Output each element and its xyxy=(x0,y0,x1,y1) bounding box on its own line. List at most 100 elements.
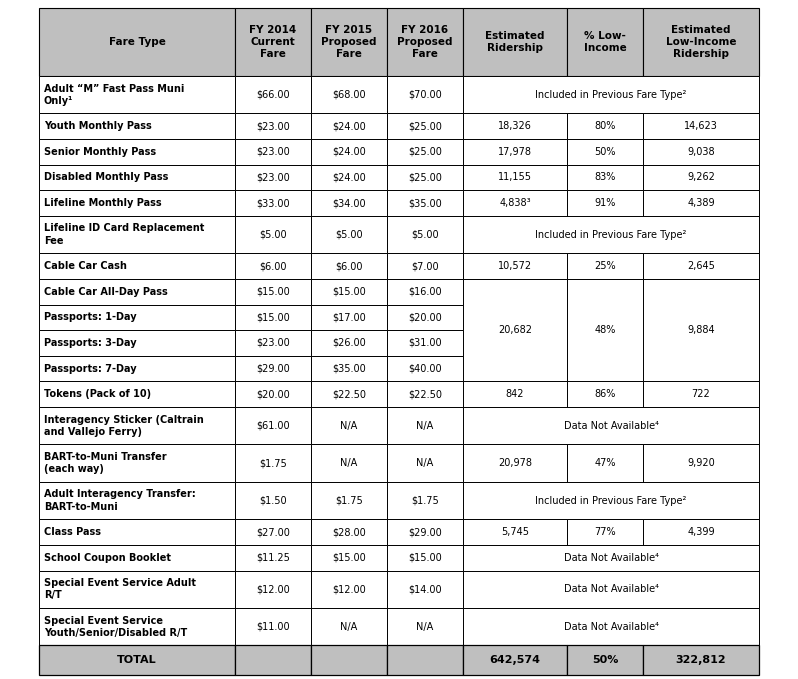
Bar xyxy=(235,113,311,139)
Text: $31.00: $31.00 xyxy=(409,338,442,348)
Bar xyxy=(235,305,311,330)
Bar xyxy=(567,646,643,675)
Bar xyxy=(39,545,235,570)
Text: Data Not Available⁴: Data Not Available⁴ xyxy=(563,421,658,430)
Bar xyxy=(387,165,463,190)
Text: $29.00: $29.00 xyxy=(256,363,290,373)
Bar xyxy=(643,279,759,382)
Bar xyxy=(643,519,759,545)
Text: $22.50: $22.50 xyxy=(408,389,442,399)
Text: Senior Monthly Pass: Senior Monthly Pass xyxy=(44,147,156,157)
Text: 9,038: 9,038 xyxy=(687,147,715,157)
Text: 4,838³: 4,838³ xyxy=(500,198,531,208)
Bar xyxy=(235,76,311,113)
Bar xyxy=(643,139,759,165)
Bar xyxy=(235,165,311,190)
Bar xyxy=(311,305,387,330)
Bar xyxy=(235,216,311,253)
Text: $22.50: $22.50 xyxy=(332,389,366,399)
Text: 322,812: 322,812 xyxy=(676,655,726,665)
Bar xyxy=(39,330,235,356)
Bar xyxy=(463,608,759,646)
Text: $35.00: $35.00 xyxy=(408,198,442,208)
Text: $61.00: $61.00 xyxy=(256,421,290,430)
Text: Interagency Sticker (Caltrain
and Vallejo Ferry): Interagency Sticker (Caltrain and Vallej… xyxy=(44,415,203,437)
Bar xyxy=(387,8,463,76)
Bar xyxy=(311,165,387,190)
Bar xyxy=(235,570,311,608)
Bar xyxy=(643,646,759,675)
Text: $68.00: $68.00 xyxy=(332,90,365,100)
Bar xyxy=(463,445,567,482)
Bar xyxy=(311,646,387,675)
Bar xyxy=(463,545,759,570)
Bar xyxy=(235,330,311,356)
Bar xyxy=(311,382,387,407)
Bar xyxy=(235,190,311,216)
Bar xyxy=(311,139,387,165)
Text: $5.00: $5.00 xyxy=(411,230,439,240)
Bar xyxy=(567,165,643,190)
Bar xyxy=(463,382,567,407)
Bar xyxy=(387,407,463,445)
Text: 50%: 50% xyxy=(592,655,618,665)
Text: $23.00: $23.00 xyxy=(256,172,290,183)
Bar xyxy=(235,445,311,482)
Bar xyxy=(311,482,387,519)
Bar xyxy=(311,545,387,570)
Text: $5.00: $5.00 xyxy=(335,230,363,240)
Text: 86%: 86% xyxy=(595,389,616,399)
Text: 9,920: 9,920 xyxy=(687,458,715,469)
Text: Data Not Available⁴: Data Not Available⁴ xyxy=(563,622,658,631)
Bar xyxy=(39,279,235,305)
Text: FY 2015
Proposed
Fare: FY 2015 Proposed Fare xyxy=(322,24,377,59)
Bar xyxy=(39,356,235,382)
Text: 10,572: 10,572 xyxy=(498,261,532,271)
Text: $1.50: $1.50 xyxy=(259,496,286,506)
Bar xyxy=(463,407,759,445)
Text: Data Not Available⁴: Data Not Available⁴ xyxy=(563,585,658,594)
Text: 4,389: 4,389 xyxy=(687,198,715,208)
Bar xyxy=(567,445,643,482)
Bar xyxy=(387,570,463,608)
Text: $7.00: $7.00 xyxy=(411,261,439,271)
Text: $29.00: $29.00 xyxy=(408,527,442,537)
Bar xyxy=(387,305,463,330)
Text: TOTAL: TOTAL xyxy=(117,655,157,665)
Text: $1.75: $1.75 xyxy=(259,458,286,469)
Text: N/A: N/A xyxy=(341,622,358,631)
Bar xyxy=(387,482,463,519)
Bar xyxy=(311,113,387,139)
Text: 14,623: 14,623 xyxy=(684,122,718,131)
Text: 48%: 48% xyxy=(595,325,616,335)
Text: $15.00: $15.00 xyxy=(332,287,365,297)
Text: Class Pass: Class Pass xyxy=(44,527,101,537)
Bar xyxy=(311,519,387,545)
Text: $25.00: $25.00 xyxy=(408,172,442,183)
Bar xyxy=(39,608,235,646)
Text: $6.00: $6.00 xyxy=(259,261,286,271)
Bar xyxy=(311,279,387,305)
Text: School Coupon Booklet: School Coupon Booklet xyxy=(44,553,171,563)
Bar xyxy=(311,570,387,608)
Text: $15.00: $15.00 xyxy=(332,553,365,563)
Bar xyxy=(311,445,387,482)
Bar xyxy=(235,407,311,445)
Text: 642,574: 642,574 xyxy=(489,655,540,665)
Text: $12.00: $12.00 xyxy=(332,585,365,594)
Text: $14.00: $14.00 xyxy=(409,585,442,594)
Bar xyxy=(643,253,759,279)
Bar xyxy=(39,519,235,545)
Bar xyxy=(643,382,759,407)
Text: N/A: N/A xyxy=(417,421,433,430)
Bar xyxy=(387,330,463,356)
Text: N/A: N/A xyxy=(341,458,358,469)
Bar xyxy=(567,253,643,279)
Bar xyxy=(311,330,387,356)
Bar xyxy=(39,253,235,279)
Bar xyxy=(387,445,463,482)
Bar xyxy=(311,8,387,76)
Text: 20,978: 20,978 xyxy=(498,458,532,469)
Text: FY 2014
Current
Fare: FY 2014 Current Fare xyxy=(249,24,297,59)
Bar xyxy=(387,190,463,216)
